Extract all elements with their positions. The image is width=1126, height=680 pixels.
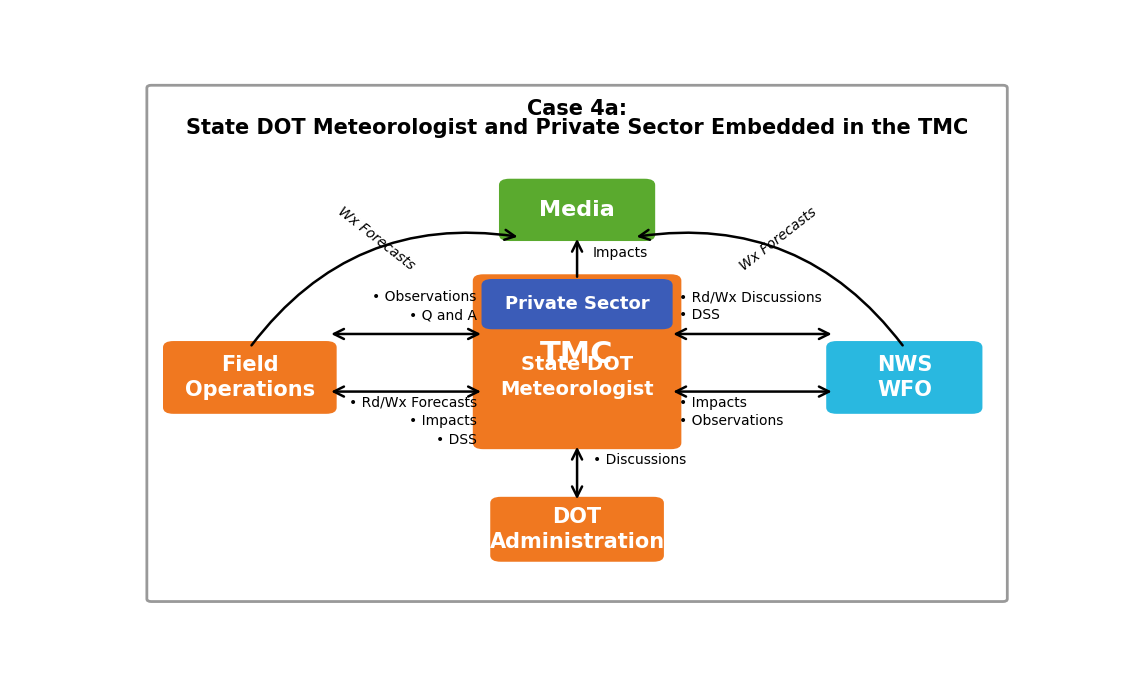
FancyBboxPatch shape xyxy=(473,274,681,449)
Text: • Observations
• Q and A: • Observations • Q and A xyxy=(373,290,476,322)
FancyBboxPatch shape xyxy=(146,85,1008,602)
Text: Case 4a:: Case 4a: xyxy=(527,99,627,120)
Text: NWS
WFO: NWS WFO xyxy=(877,355,932,400)
Text: • Rd/Wx Discussions
• DSS: • Rd/Wx Discussions • DSS xyxy=(679,290,822,322)
Text: • Rd/Wx Forecasts
• Impacts
• DSS: • Rd/Wx Forecasts • Impacts • DSS xyxy=(349,396,476,447)
Text: State DOT
Meteorologist: State DOT Meteorologist xyxy=(500,356,654,399)
Text: Impacts: Impacts xyxy=(592,245,649,260)
Text: Wx Forecasts: Wx Forecasts xyxy=(336,205,418,273)
FancyBboxPatch shape xyxy=(826,341,982,414)
Text: Wx Forecasts: Wx Forecasts xyxy=(736,205,819,273)
FancyBboxPatch shape xyxy=(482,279,672,329)
FancyBboxPatch shape xyxy=(163,341,337,414)
Text: • Impacts
• Observations: • Impacts • Observations xyxy=(679,396,784,428)
FancyBboxPatch shape xyxy=(499,179,655,241)
Text: • Discussions: • Discussions xyxy=(592,454,686,467)
Text: DOT
Administration: DOT Administration xyxy=(490,507,664,551)
FancyBboxPatch shape xyxy=(490,497,664,562)
Text: TMC: TMC xyxy=(540,341,614,369)
Text: Field
Operations: Field Operations xyxy=(185,355,315,400)
Text: Media: Media xyxy=(539,200,615,220)
Text: State DOT Meteorologist and Private Sector Embedded in the TMC: State DOT Meteorologist and Private Sect… xyxy=(186,118,968,138)
Text: Private Sector: Private Sector xyxy=(504,295,650,313)
